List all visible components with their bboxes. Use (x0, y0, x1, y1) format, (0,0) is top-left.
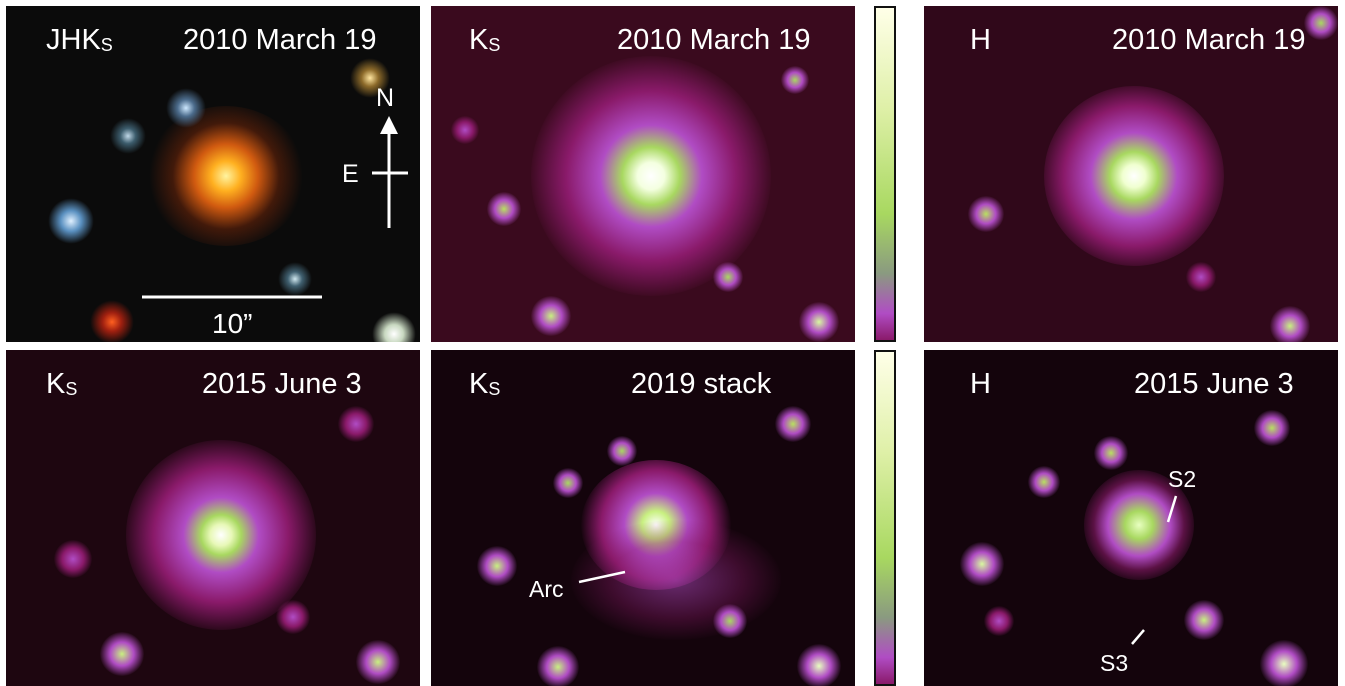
star (372, 312, 416, 342)
star (968, 196, 1004, 232)
band-label: JHKS (46, 24, 113, 56)
star (1028, 466, 1060, 498)
s2-s3-pointers (1131, 495, 1178, 645)
star (278, 262, 312, 296)
arc-pointer (578, 570, 626, 584)
date-label: 2015 June 3 (202, 368, 362, 400)
s3-label: S3 (1100, 650, 1129, 676)
star (338, 406, 374, 442)
red-star (90, 300, 134, 342)
date-label: 2015 June 3 (1134, 368, 1294, 400)
s2-label: S2 (1168, 466, 1197, 492)
band-label: KS (469, 368, 501, 400)
star (110, 118, 146, 154)
star (1304, 6, 1338, 40)
star (451, 116, 479, 144)
source-galaxy (531, 56, 771, 296)
north-arrow-icon (380, 116, 398, 134)
panel-ks-2015: KS 2015 June 3 (6, 350, 420, 686)
star (54, 540, 92, 578)
band-label: KS (46, 368, 78, 400)
panel-ks-2010: KS 2010 March 19 (431, 6, 855, 342)
star (713, 262, 743, 292)
date-label: 2010 March 19 (617, 24, 811, 56)
arc-label: Arc (529, 576, 564, 602)
star (356, 640, 400, 684)
blue-star (48, 198, 94, 244)
star (276, 600, 310, 634)
star (960, 542, 1004, 586)
star (781, 66, 809, 94)
date-label: 2019 stack (631, 368, 772, 400)
star (477, 546, 517, 586)
band-label: H (970, 368, 991, 400)
source-galaxy (146, 106, 306, 246)
source-galaxy (1044, 86, 1224, 266)
star (797, 644, 841, 686)
date-label: 2010 March 19 (1112, 24, 1306, 56)
colorbar-top (874, 6, 896, 342)
star (1270, 306, 1310, 342)
star (553, 468, 583, 498)
scale-bar (142, 295, 322, 299)
band-label: KS (469, 24, 501, 56)
date-label: 2010 March 19 (183, 24, 377, 56)
panel-jhks-2010: JHKS 2010 March 19 N E 10” (6, 6, 420, 342)
panel-h-2010: H 2010 March 19 (924, 6, 1338, 342)
star (799, 302, 839, 342)
star (350, 58, 390, 98)
star (984, 606, 1014, 636)
compass-arrows (372, 116, 408, 228)
star (1186, 262, 1216, 292)
star (537, 646, 579, 686)
scale-bar-label: 10” (212, 308, 253, 339)
source-galaxy (1084, 470, 1194, 580)
band-label: H (970, 24, 991, 56)
panel-h-2015: H 2015 June 3 S2 S3 (924, 350, 1338, 686)
star (1184, 600, 1224, 640)
star (775, 406, 811, 442)
star (607, 436, 637, 466)
star (531, 296, 571, 336)
star (1254, 410, 1290, 446)
colorbar-bottom (874, 350, 896, 686)
star (100, 632, 144, 676)
star (1260, 640, 1308, 686)
panel-ks-2019-stack: KS 2019 stack Arc (431, 350, 855, 686)
compass-east-label: E (342, 160, 359, 188)
star (166, 88, 206, 128)
star (713, 604, 747, 638)
star (1094, 436, 1128, 470)
compass-north-label: N (376, 84, 395, 112)
star (487, 192, 521, 226)
source-galaxy (126, 440, 316, 630)
